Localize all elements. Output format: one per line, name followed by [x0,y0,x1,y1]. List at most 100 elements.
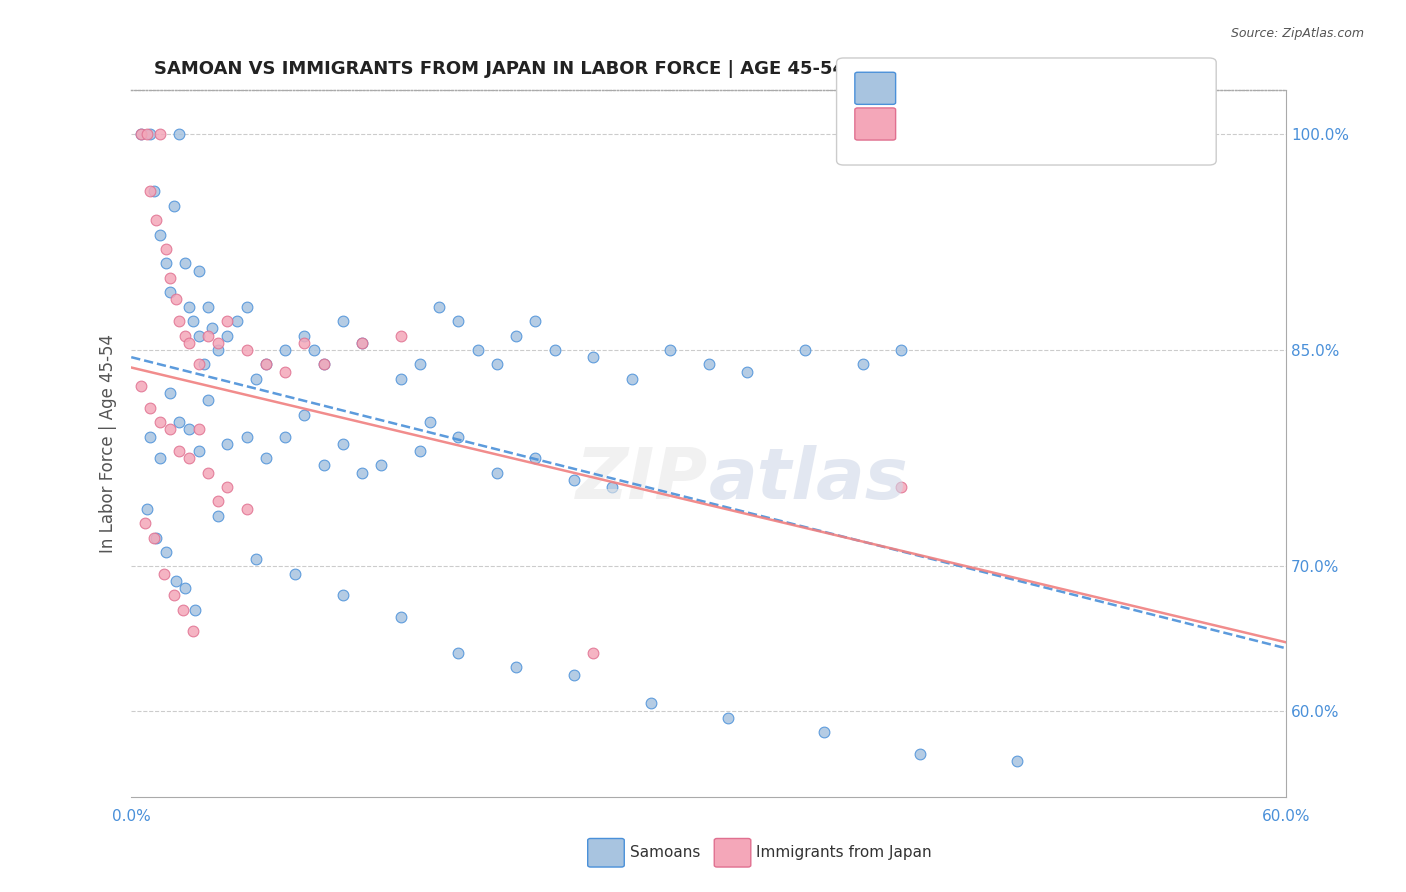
Point [312,358,335,372]
Point [169,314,191,328]
Point [187,263,209,277]
Text: R = -0.199    N =  41: R = -0.199 N = 41 [903,116,1063,130]
Point [153,566,176,581]
Point [602,480,624,494]
Point [524,314,547,328]
Point [197,300,219,314]
Point [139,401,162,415]
Point [165,574,187,588]
Point [245,552,267,566]
Point [890,480,912,494]
Point [294,335,316,350]
Point [562,667,585,681]
Point [332,588,354,602]
Point [184,603,207,617]
Point [139,127,162,141]
Point [149,415,172,429]
Point [389,610,412,624]
Point [181,624,204,639]
Point [159,386,181,401]
Point [294,328,316,343]
Point [235,343,257,357]
Point [910,747,932,761]
Text: 60.0%: 60.0% [1261,809,1310,824]
Point [793,343,815,357]
Point [505,660,527,674]
Point [235,429,257,443]
Point [155,256,177,270]
Point [294,408,316,422]
Point [159,270,181,285]
Point [165,293,187,307]
Point [447,429,470,443]
Point [143,531,166,545]
Text: SAMOAN VS IMMIGRANTS FROM JAPAN IN LABOR FORCE | AGE 45-54 CORRELATION CHART: SAMOAN VS IMMIGRANTS FROM JAPAN IN LABOR… [155,60,1067,78]
Point [485,466,508,480]
Point [139,184,162,198]
Point [145,213,167,227]
Point [217,480,239,494]
Text: Source: ZipAtlas.com: Source: ZipAtlas.com [1230,27,1364,40]
Point [155,242,177,256]
Point [172,603,194,617]
Point [427,300,450,314]
Point [177,451,200,466]
Point [505,328,527,343]
Point [207,335,229,350]
Point [659,343,682,357]
Point [207,508,229,523]
Point [697,358,720,372]
Point [187,444,209,458]
Point [582,646,605,660]
Point [187,422,209,436]
Point [197,393,219,408]
Y-axis label: In Labor Force | Age 45-54: In Labor Force | Age 45-54 [100,334,117,553]
Point [193,358,215,372]
Point [169,415,191,429]
Point [134,516,156,530]
Point [254,358,277,372]
Point [207,343,229,357]
Text: Samoans: Samoans [630,846,700,860]
Point [129,379,152,393]
Point [129,127,152,141]
Text: R =  0.059    N = 87: R = 0.059 N = 87 [903,80,1057,95]
Point [149,127,172,141]
Point [169,127,191,141]
Point [851,358,873,372]
Point [409,358,432,372]
Point [174,328,197,343]
Point [389,328,412,343]
Point [177,422,200,436]
Point [217,328,239,343]
Point [370,458,392,473]
Point [187,328,209,343]
Point [139,429,162,443]
Point [447,646,470,660]
Point [274,365,297,379]
Point [524,451,547,466]
Point [217,314,239,328]
Point [312,358,335,372]
Point [254,451,277,466]
Point [159,285,181,300]
Point [332,314,354,328]
Point [201,321,224,335]
Point [177,335,200,350]
Point [284,566,307,581]
Point [143,184,166,198]
Point [562,473,585,487]
Text: ZIP: ZIP [576,444,709,514]
Point [217,436,239,450]
Point [312,458,335,473]
Point [129,127,152,141]
Point [485,358,508,372]
Point [181,314,204,328]
Text: atlas: atlas [709,444,908,514]
Point [389,372,412,386]
Point [274,429,297,443]
Point [207,494,229,508]
Point [177,300,200,314]
Point [174,581,197,595]
Point [582,350,605,364]
